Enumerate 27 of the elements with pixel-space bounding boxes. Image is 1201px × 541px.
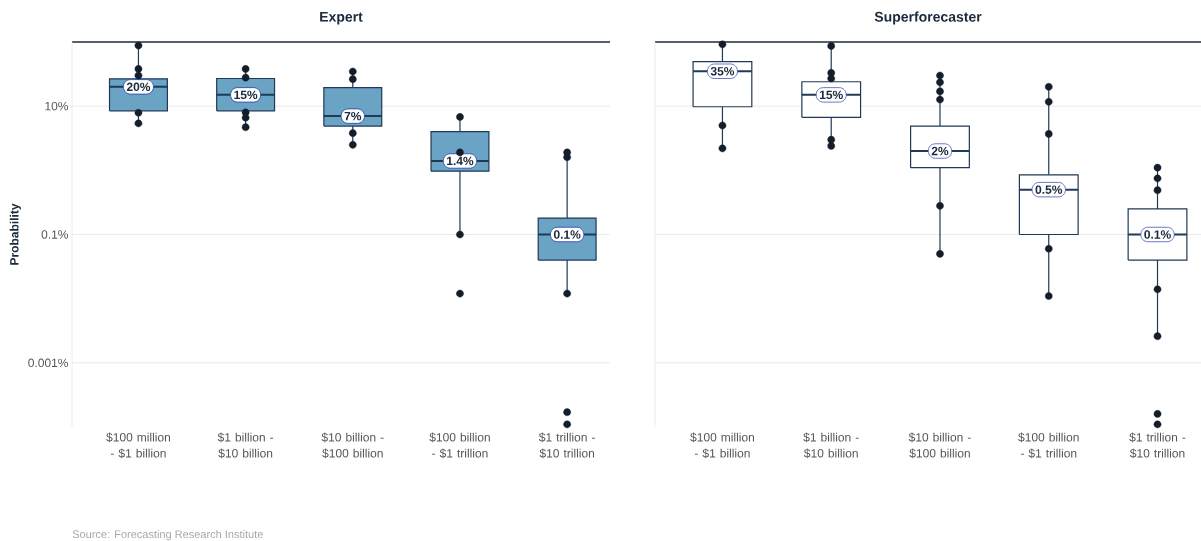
x-tick-label: $1 trillion - $10 trillion	[1129, 432, 1186, 459]
x-tick-label: $1 trillion - $10 trillion	[538, 432, 595, 459]
y-tick-label: 0.001%	[28, 358, 69, 368]
y-tick-label: 0.1%	[41, 230, 69, 239]
annotation: 2%	[931, 146, 949, 156]
chart-title: Superforecaster	[874, 11, 982, 25]
y-tick-label: 10%	[45, 101, 69, 111]
source-note: Source: Forecasting Research Institute	[72, 530, 263, 541]
annotation: 1.4%	[447, 156, 474, 166]
annotation: 7%	[344, 111, 362, 121]
x-tick-label: $100 billion - $1 trillion	[429, 432, 490, 459]
annotation: 20%	[126, 82, 151, 92]
x-tick-label: $10 billion - $100 billion	[908, 432, 971, 459]
x-tick-label: $100 billion - $1 trillion	[1018, 432, 1079, 459]
annotation: 35%	[710, 67, 735, 76]
x-tick-label: $100 million - $1 billion	[106, 432, 170, 459]
annotation: 0.5%	[1035, 185, 1063, 194]
x-tick-label: $1 billion - $10 billion	[217, 432, 274, 459]
annotation: 0.1%	[1144, 230, 1171, 239]
annotation: 0.1%	[553, 230, 581, 239]
annotation: 15%	[819, 90, 843, 100]
x-tick-label: $100 million - $1 billion	[690, 432, 754, 459]
y-axis-title: Probability	[9, 203, 21, 265]
x-tick-label: $10 billion - $100 billion	[321, 432, 384, 459]
x-tick-label: $1 billion - $10 billion	[803, 432, 859, 459]
chart-title: Expert	[320, 11, 363, 25]
annotation: 15%	[234, 90, 258, 100]
